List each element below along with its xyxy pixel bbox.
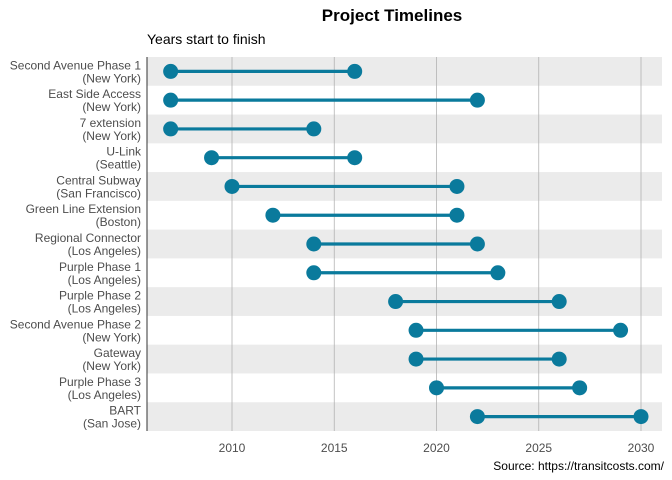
project-city-label: (New York) — [82, 129, 141, 143]
end-point — [449, 178, 465, 194]
project-city-label: (Boston) — [96, 215, 141, 229]
end-point — [306, 121, 322, 137]
source-note: Source: https://transitcosts.com/ — [493, 459, 664, 473]
project-name-label: Green Line Extension — [26, 202, 141, 216]
x-tick-label: 2010 — [219, 441, 246, 455]
x-tick-label: 2020 — [423, 441, 450, 455]
end-point — [449, 207, 465, 223]
start-point — [306, 236, 322, 252]
project-name-label: East Side Access — [48, 87, 141, 101]
project-city-label: (New York) — [82, 330, 141, 344]
project-city-label: (Seattle) — [96, 158, 141, 172]
project-name-label: U-Link — [106, 145, 142, 159]
end-point — [347, 150, 363, 166]
start-point — [429, 380, 444, 396]
project-city-label: (New York) — [82, 359, 141, 373]
start-point — [408, 351, 424, 367]
project-name-label: Second Avenue Phase 1 — [10, 58, 142, 72]
start-point — [408, 322, 424, 338]
x-tick-label: 2030 — [628, 441, 655, 455]
project-city-label: (San Francisco) — [56, 186, 141, 200]
end-point — [347, 63, 363, 79]
start-point — [265, 207, 281, 223]
project-city-label: (San Jose) — [83, 417, 141, 431]
start-point — [224, 178, 240, 194]
end-point — [572, 380, 588, 396]
project-city-label: (New York) — [82, 100, 141, 114]
project-city-label: (Los Angeles) — [68, 244, 141, 258]
start-point — [469, 409, 485, 425]
end-point — [633, 409, 649, 425]
chart-title: Project Timelines — [321, 6, 463, 25]
start-point — [163, 92, 179, 108]
end-point — [551, 294, 567, 310]
start-point — [163, 121, 179, 137]
end-point — [613, 322, 629, 338]
x-tick-label: 2025 — [525, 441, 552, 455]
end-point — [490, 265, 506, 281]
project-name-label: Purple Phase 3 — [59, 375, 141, 389]
end-point — [551, 351, 567, 367]
start-point — [204, 150, 220, 166]
project-name-label: Purple Phase 1 — [59, 260, 141, 274]
project-name-label: Purple Phase 2 — [59, 289, 141, 303]
project-name-label: Second Avenue Phase 2 — [10, 317, 142, 331]
project-city-label: (Los Angeles) — [68, 302, 141, 316]
project-name-label: Central Subway — [56, 173, 141, 187]
project-city-label: (Los Angeles) — [68, 273, 141, 287]
chart-subtitle: Years start to finish — [147, 31, 266, 47]
start-point — [306, 265, 322, 281]
project-name-label: BART — [109, 404, 141, 418]
x-tick-label: 2015 — [321, 441, 348, 455]
project-name-label: Gateway — [94, 346, 141, 360]
project-name-label: 7 extension — [80, 116, 141, 130]
end-point — [469, 92, 485, 108]
project-city-label: (New York) — [82, 71, 141, 85]
project-city-label: (Los Angeles) — [68, 388, 141, 402]
project-name-label: Regional Connector — [35, 231, 141, 245]
start-point — [388, 294, 404, 310]
start-point — [163, 63, 179, 79]
row-stripe — [147, 344, 662, 374]
end-point — [469, 236, 485, 252]
